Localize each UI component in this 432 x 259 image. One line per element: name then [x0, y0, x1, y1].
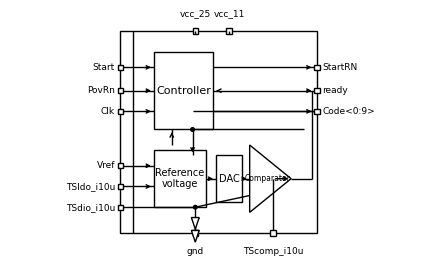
Text: TScomp_i10u: TScomp_i10u	[243, 247, 303, 256]
Bar	[154, 150, 206, 207]
Bar	[193, 231, 198, 236]
Bar	[120, 31, 317, 233]
Text: Code<0:9>: Code<0:9>	[322, 107, 375, 116]
Text: Start: Start	[93, 63, 115, 72]
Text: gnd: gnd	[187, 247, 204, 256]
Text: PovRn: PovRn	[87, 86, 115, 95]
Bar	[118, 205, 123, 210]
Bar	[118, 184, 123, 189]
Text: Clk: Clk	[101, 107, 115, 116]
Bar	[118, 109, 123, 114]
Bar	[314, 65, 320, 70]
Polygon shape	[191, 218, 199, 229]
Text: Comparator: Comparator	[244, 174, 290, 183]
Bar	[314, 109, 320, 114]
Text: vcc_11: vcc_11	[213, 9, 245, 18]
Text: vcc_25: vcc_25	[180, 9, 211, 18]
Bar	[226, 28, 232, 34]
Text: Vref: Vref	[96, 161, 115, 170]
Bar	[118, 88, 123, 93]
Bar	[118, 163, 123, 168]
Bar	[118, 65, 123, 70]
Bar	[270, 231, 276, 236]
Bar	[154, 52, 213, 130]
Text: ready: ready	[322, 86, 348, 95]
Bar	[314, 88, 320, 93]
Bar	[193, 28, 198, 34]
Text: Controller: Controller	[156, 86, 211, 96]
Text: DAC: DAC	[219, 174, 239, 184]
Text: StartRN: StartRN	[322, 63, 357, 72]
Circle shape	[191, 128, 194, 131]
Bar	[216, 155, 242, 202]
Polygon shape	[250, 145, 291, 212]
Text: Reference
voltage: Reference voltage	[155, 168, 204, 190]
Text: TSdio_i10u: TSdio_i10u	[66, 203, 115, 212]
Polygon shape	[191, 231, 199, 242]
Circle shape	[194, 205, 197, 209]
Text: TSIdo_i10u: TSIdo_i10u	[66, 182, 115, 191]
